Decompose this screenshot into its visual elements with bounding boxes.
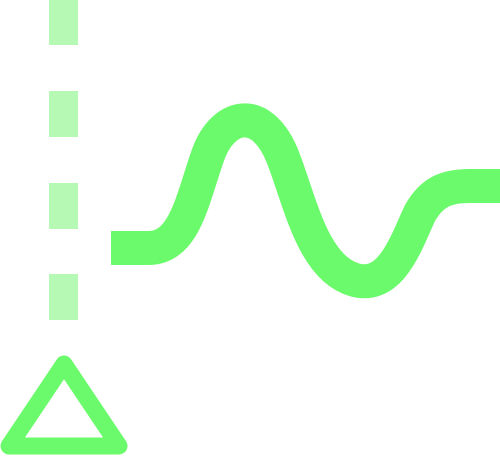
wave-signal	[111, 103, 500, 299]
dashed-vertical-line	[49, 0, 78, 320]
dash-segment	[49, 274, 78, 320]
triangle-outline	[0, 355, 128, 455]
dash-segment	[49, 0, 78, 45]
dash-segment	[49, 183, 78, 229]
dash-segment	[49, 91, 78, 137]
